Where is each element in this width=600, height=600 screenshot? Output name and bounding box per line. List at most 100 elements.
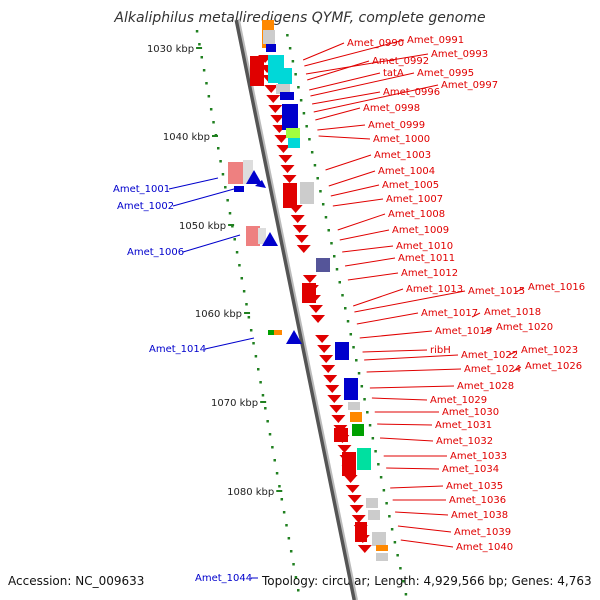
track-dot xyxy=(385,502,388,505)
gene-feature-box xyxy=(278,68,292,84)
forward-gene-arrow xyxy=(268,105,283,113)
label-leader-line xyxy=(512,366,522,372)
kbp-tick-label: 1030 kbp xyxy=(147,44,194,55)
gene-label-forward: Amet_1038 xyxy=(451,510,508,521)
gene-label-forward: tatA xyxy=(383,68,404,79)
track-dot xyxy=(294,576,298,579)
gene-label-reverse: Amet_1006 xyxy=(127,247,184,258)
track-dot xyxy=(266,420,269,423)
track-dot xyxy=(291,60,295,63)
forward-gene-block xyxy=(334,428,348,442)
forward-gene-arrow xyxy=(321,365,336,373)
label-leader-line xyxy=(395,511,449,516)
track-dot xyxy=(344,307,347,310)
label-leader-line xyxy=(347,272,399,281)
reverse-gene-arrow xyxy=(262,232,278,246)
track-dot xyxy=(219,160,222,163)
track-dot xyxy=(252,342,255,345)
forward-gene-arrow xyxy=(276,145,291,153)
forward-gene-arrow xyxy=(302,275,317,283)
label-leader-line xyxy=(317,124,366,131)
gene-label-forward: Amet_1039 xyxy=(454,527,511,538)
forward-gene-block xyxy=(283,183,297,208)
track-dot xyxy=(287,537,291,540)
forward-gene-block xyxy=(342,452,356,476)
label-leader-line xyxy=(354,290,466,313)
label-leader-line xyxy=(508,350,518,356)
gene-label-forward: Amet_0999 xyxy=(368,120,425,131)
gene-feature-box xyxy=(266,44,276,52)
reverse-gene-box xyxy=(274,330,282,335)
track-dot xyxy=(316,177,319,180)
gene-label-forward: Amet_1005 xyxy=(382,180,439,191)
kbp-tick-label: 1060 kbp xyxy=(195,309,242,320)
forward-gene-arrow xyxy=(345,485,360,493)
label-leader-line xyxy=(182,234,241,253)
track-dot xyxy=(289,550,293,553)
track-dot xyxy=(401,580,405,583)
genome-backbone xyxy=(234,19,358,600)
label-leader-line xyxy=(400,539,454,548)
gene-feature-box xyxy=(350,412,362,422)
track-dot xyxy=(245,303,248,306)
track-dot xyxy=(286,34,289,37)
label-leader-line xyxy=(307,60,370,81)
label-leader-line xyxy=(310,72,415,97)
gene-feature-box xyxy=(366,498,378,508)
track-dot xyxy=(235,251,239,254)
track-dot xyxy=(249,329,253,332)
gene-feature-box xyxy=(376,545,388,551)
track-dot xyxy=(209,108,213,111)
track-dot xyxy=(379,476,383,479)
gene-label-forward: Amet_1004 xyxy=(378,166,435,177)
track-dot xyxy=(207,95,211,98)
label-leader-line xyxy=(353,288,404,307)
gene-feature-box xyxy=(263,30,275,44)
gene-label-forward: ribH xyxy=(430,345,451,356)
track-dot xyxy=(268,433,272,436)
gene-label-forward: Amet_0992 xyxy=(372,56,429,67)
track-dot xyxy=(330,242,333,245)
label-leader-line xyxy=(309,72,381,91)
gene-feature-box xyxy=(348,402,360,410)
forward-gene-arrow xyxy=(337,445,352,453)
track-dot xyxy=(259,381,262,384)
forward-gene-block xyxy=(355,522,367,542)
track-dot xyxy=(226,199,229,202)
label-leader-line xyxy=(342,245,394,253)
gene-label-forward: Amet_0995 xyxy=(417,68,474,79)
forward-gene-arrow xyxy=(280,165,295,173)
label-leader-line xyxy=(359,330,433,339)
gene-label-forward: Amet_1036 xyxy=(449,495,506,506)
gene-label-forward: Amet_1010 xyxy=(396,241,453,252)
track-dot xyxy=(366,411,369,414)
reverse-gene-arrow xyxy=(246,170,262,184)
forward-gene-block xyxy=(250,56,264,86)
reverse-gene-box xyxy=(228,162,244,184)
label-leader-line xyxy=(344,257,396,267)
gene-label-forward: Amet_1028 xyxy=(457,381,514,392)
track-dot xyxy=(288,47,292,50)
forward-gene-arrow xyxy=(308,305,323,313)
track-dot xyxy=(324,216,328,219)
track-dot xyxy=(200,56,204,59)
forward-gene-arrow xyxy=(323,375,338,383)
forward-gene-arrow xyxy=(331,415,346,423)
gene-feature-box xyxy=(282,104,298,130)
forward-gene-arrow xyxy=(292,225,307,233)
forward-gene-arrow xyxy=(282,175,297,183)
gene-label-forward: Amet_1011 xyxy=(398,253,455,264)
reverse-gene-box xyxy=(246,226,260,246)
track-dot xyxy=(224,186,227,189)
track-dot xyxy=(393,541,397,544)
forward-gene-arrow xyxy=(315,335,330,343)
kbp-tick-label: 1080 kbp xyxy=(227,487,274,498)
track-dot xyxy=(228,212,232,215)
gene-label-forward: Amet_0996 xyxy=(383,87,440,98)
label-leader-line xyxy=(330,184,380,197)
track-dot xyxy=(368,424,372,427)
forward-gene-arrow xyxy=(317,345,332,353)
label-leader-line xyxy=(362,349,428,353)
gene-feature-box xyxy=(357,448,371,470)
